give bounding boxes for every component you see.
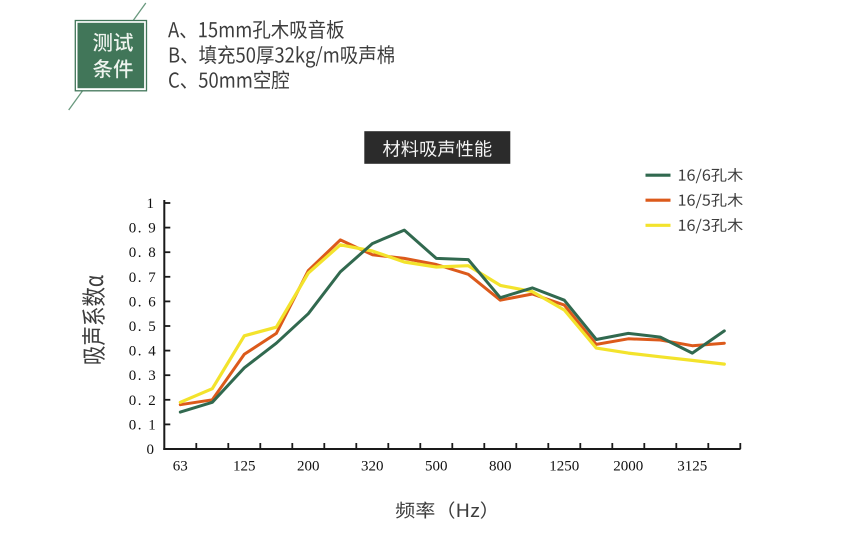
svg-text:0. 1: 0. 1 [129,417,158,433]
svg-text:1250: 1250 [549,459,579,475]
svg-text:0. 6: 0. 6 [129,294,158,310]
svg-text:0. 8: 0. 8 [129,245,158,261]
svg-text:0. 9: 0. 9 [129,221,158,237]
svg-text:0. 4: 0. 4 [129,344,158,360]
svg-text:2000: 2000 [613,459,643,475]
svg-text:0. 5: 0. 5 [129,319,158,335]
svg-text:3125: 3125 [677,459,707,475]
svg-text:1: 1 [147,196,155,212]
svg-text:0: 0 [147,442,155,458]
svg-text:320: 320 [361,459,384,475]
svg-text:63: 63 [173,459,188,475]
svg-text:0. 7: 0. 7 [129,270,158,286]
svg-text:800: 800 [489,459,512,475]
svg-text:500: 500 [425,459,448,475]
svg-text:200: 200 [297,459,320,475]
svg-text:0. 3: 0. 3 [129,368,158,384]
svg-text:125: 125 [233,459,256,475]
svg-text:0. 2: 0. 2 [129,393,158,409]
